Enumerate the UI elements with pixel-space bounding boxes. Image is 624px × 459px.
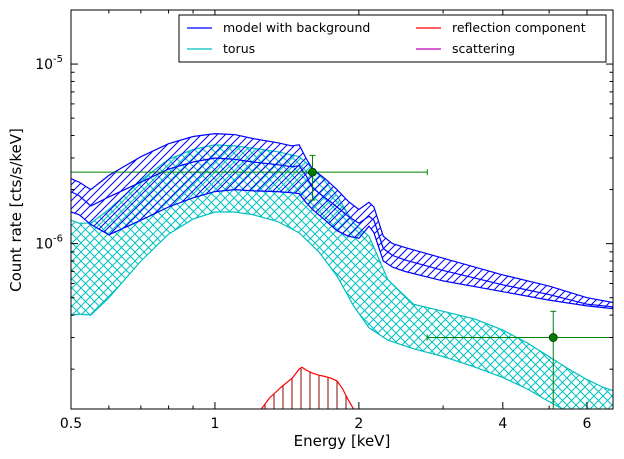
series-layer (71, 132, 613, 409)
x-tick-label: 0.5 (60, 416, 82, 432)
y-axis-label: Count rate [cts/s/keV] (7, 128, 25, 292)
tick-layer: 0.5 1 2 4 6 10-6 10-5 (35, 9, 613, 432)
series-reflection-component (260, 366, 355, 409)
x-tick-label: 2 (354, 416, 363, 432)
band-model-with-background (71, 133, 613, 309)
plot-frame (70, 9, 614, 410)
band-torus (71, 144, 613, 409)
legend: model with background torus reflection c… (178, 14, 607, 63)
lower-line-torus (71, 211, 565, 409)
data-points-layer (70, 154, 614, 410)
legend-label-model: model with background (223, 20, 370, 35)
y-tick-label: 10-5 (35, 54, 63, 73)
legend-frame (178, 14, 607, 63)
x-tick-label: 6 (583, 416, 592, 432)
data-point-2 (426, 310, 614, 410)
band-reflection-component (261, 367, 354, 409)
legend-label-reflection: reflection component (452, 20, 586, 35)
lower-line-model-with-background (71, 188, 613, 310)
legend-label-torus: torus (223, 41, 255, 56)
x-axis-label: Energy [keV] (294, 432, 391, 450)
upper-line-reflection-component (260, 366, 355, 409)
x-tick-label: 4 (498, 416, 507, 432)
data-marker (308, 167, 317, 177)
x-tick-label: 1 (210, 416, 219, 432)
y-tick-label: 10-6 (35, 234, 63, 253)
legend-label-scattering: scattering (452, 41, 515, 56)
data-marker (548, 333, 558, 342)
